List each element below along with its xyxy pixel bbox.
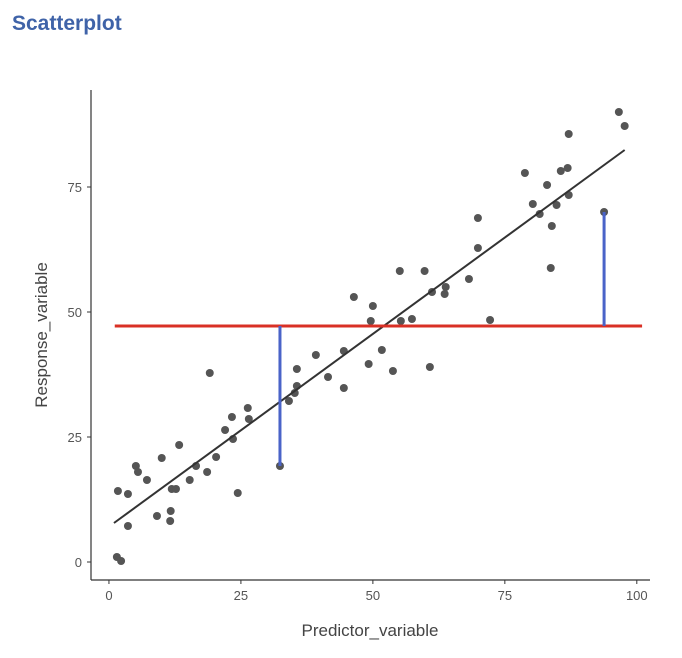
data-point xyxy=(123,522,132,530)
x-tick-label: 100 xyxy=(626,588,648,603)
data-point xyxy=(368,302,377,310)
data-point xyxy=(233,489,242,497)
data-point xyxy=(203,468,212,476)
data-point xyxy=(543,181,552,189)
data-point xyxy=(377,346,386,354)
data-point xyxy=(157,454,166,462)
y-tick-label: 0 xyxy=(75,555,82,570)
data-point xyxy=(486,316,495,324)
data-point xyxy=(556,167,565,175)
data-point xyxy=(185,476,194,484)
data-point xyxy=(547,222,556,230)
data-point xyxy=(339,384,348,392)
data-point xyxy=(131,462,140,470)
data-point xyxy=(407,315,416,323)
y-axis-label: Response_variable xyxy=(32,262,51,408)
data-point xyxy=(324,373,333,381)
data-point xyxy=(243,404,252,412)
y-tick-label: 50 xyxy=(68,305,82,320)
data-point xyxy=(614,108,623,116)
data-point xyxy=(311,351,320,359)
data-point xyxy=(473,214,482,222)
data-point xyxy=(535,210,544,218)
data-point xyxy=(221,426,230,434)
data-point xyxy=(546,264,555,272)
x-tick-label: 25 xyxy=(234,588,248,603)
data-point xyxy=(473,244,482,252)
data-point xyxy=(464,275,473,283)
y-tick-label: 75 xyxy=(68,180,82,195)
data-point xyxy=(395,267,404,275)
data-point xyxy=(290,389,299,397)
regression-line xyxy=(113,149,626,524)
data-point xyxy=(113,487,122,495)
data-point xyxy=(396,317,405,325)
data-point xyxy=(420,267,429,275)
data-point xyxy=(520,169,529,177)
data-point xyxy=(564,130,573,138)
x-tick-label: 50 xyxy=(366,588,380,603)
data-point xyxy=(123,490,132,498)
data-point xyxy=(166,507,175,515)
data-point xyxy=(142,476,151,484)
x-axis-label: Predictor_variable xyxy=(301,621,438,640)
data-point xyxy=(552,201,561,209)
data-point xyxy=(364,360,373,368)
data-point xyxy=(171,485,180,493)
data-point xyxy=(175,441,184,449)
data-point xyxy=(292,365,301,373)
x-tick-label: 75 xyxy=(498,588,512,603)
data-point xyxy=(227,413,236,421)
data-point xyxy=(440,290,449,298)
data-point xyxy=(366,317,375,325)
data-point xyxy=(205,369,214,377)
data-point xyxy=(117,557,126,565)
data-point xyxy=(133,468,142,476)
data-point xyxy=(284,397,293,405)
data-point xyxy=(441,283,450,291)
data-point xyxy=(212,453,221,461)
y-tick-label: 25 xyxy=(68,430,82,445)
data-point xyxy=(152,512,161,520)
data-point xyxy=(620,122,629,130)
data-point xyxy=(166,517,175,525)
data-point xyxy=(425,363,434,371)
data-point xyxy=(388,367,397,375)
chart-title: Scatterplot xyxy=(12,12,122,35)
data-point xyxy=(349,293,358,301)
data-point xyxy=(528,200,537,208)
data-point xyxy=(244,415,253,423)
data-point xyxy=(563,164,572,172)
x-tick-label: 0 xyxy=(105,588,112,603)
